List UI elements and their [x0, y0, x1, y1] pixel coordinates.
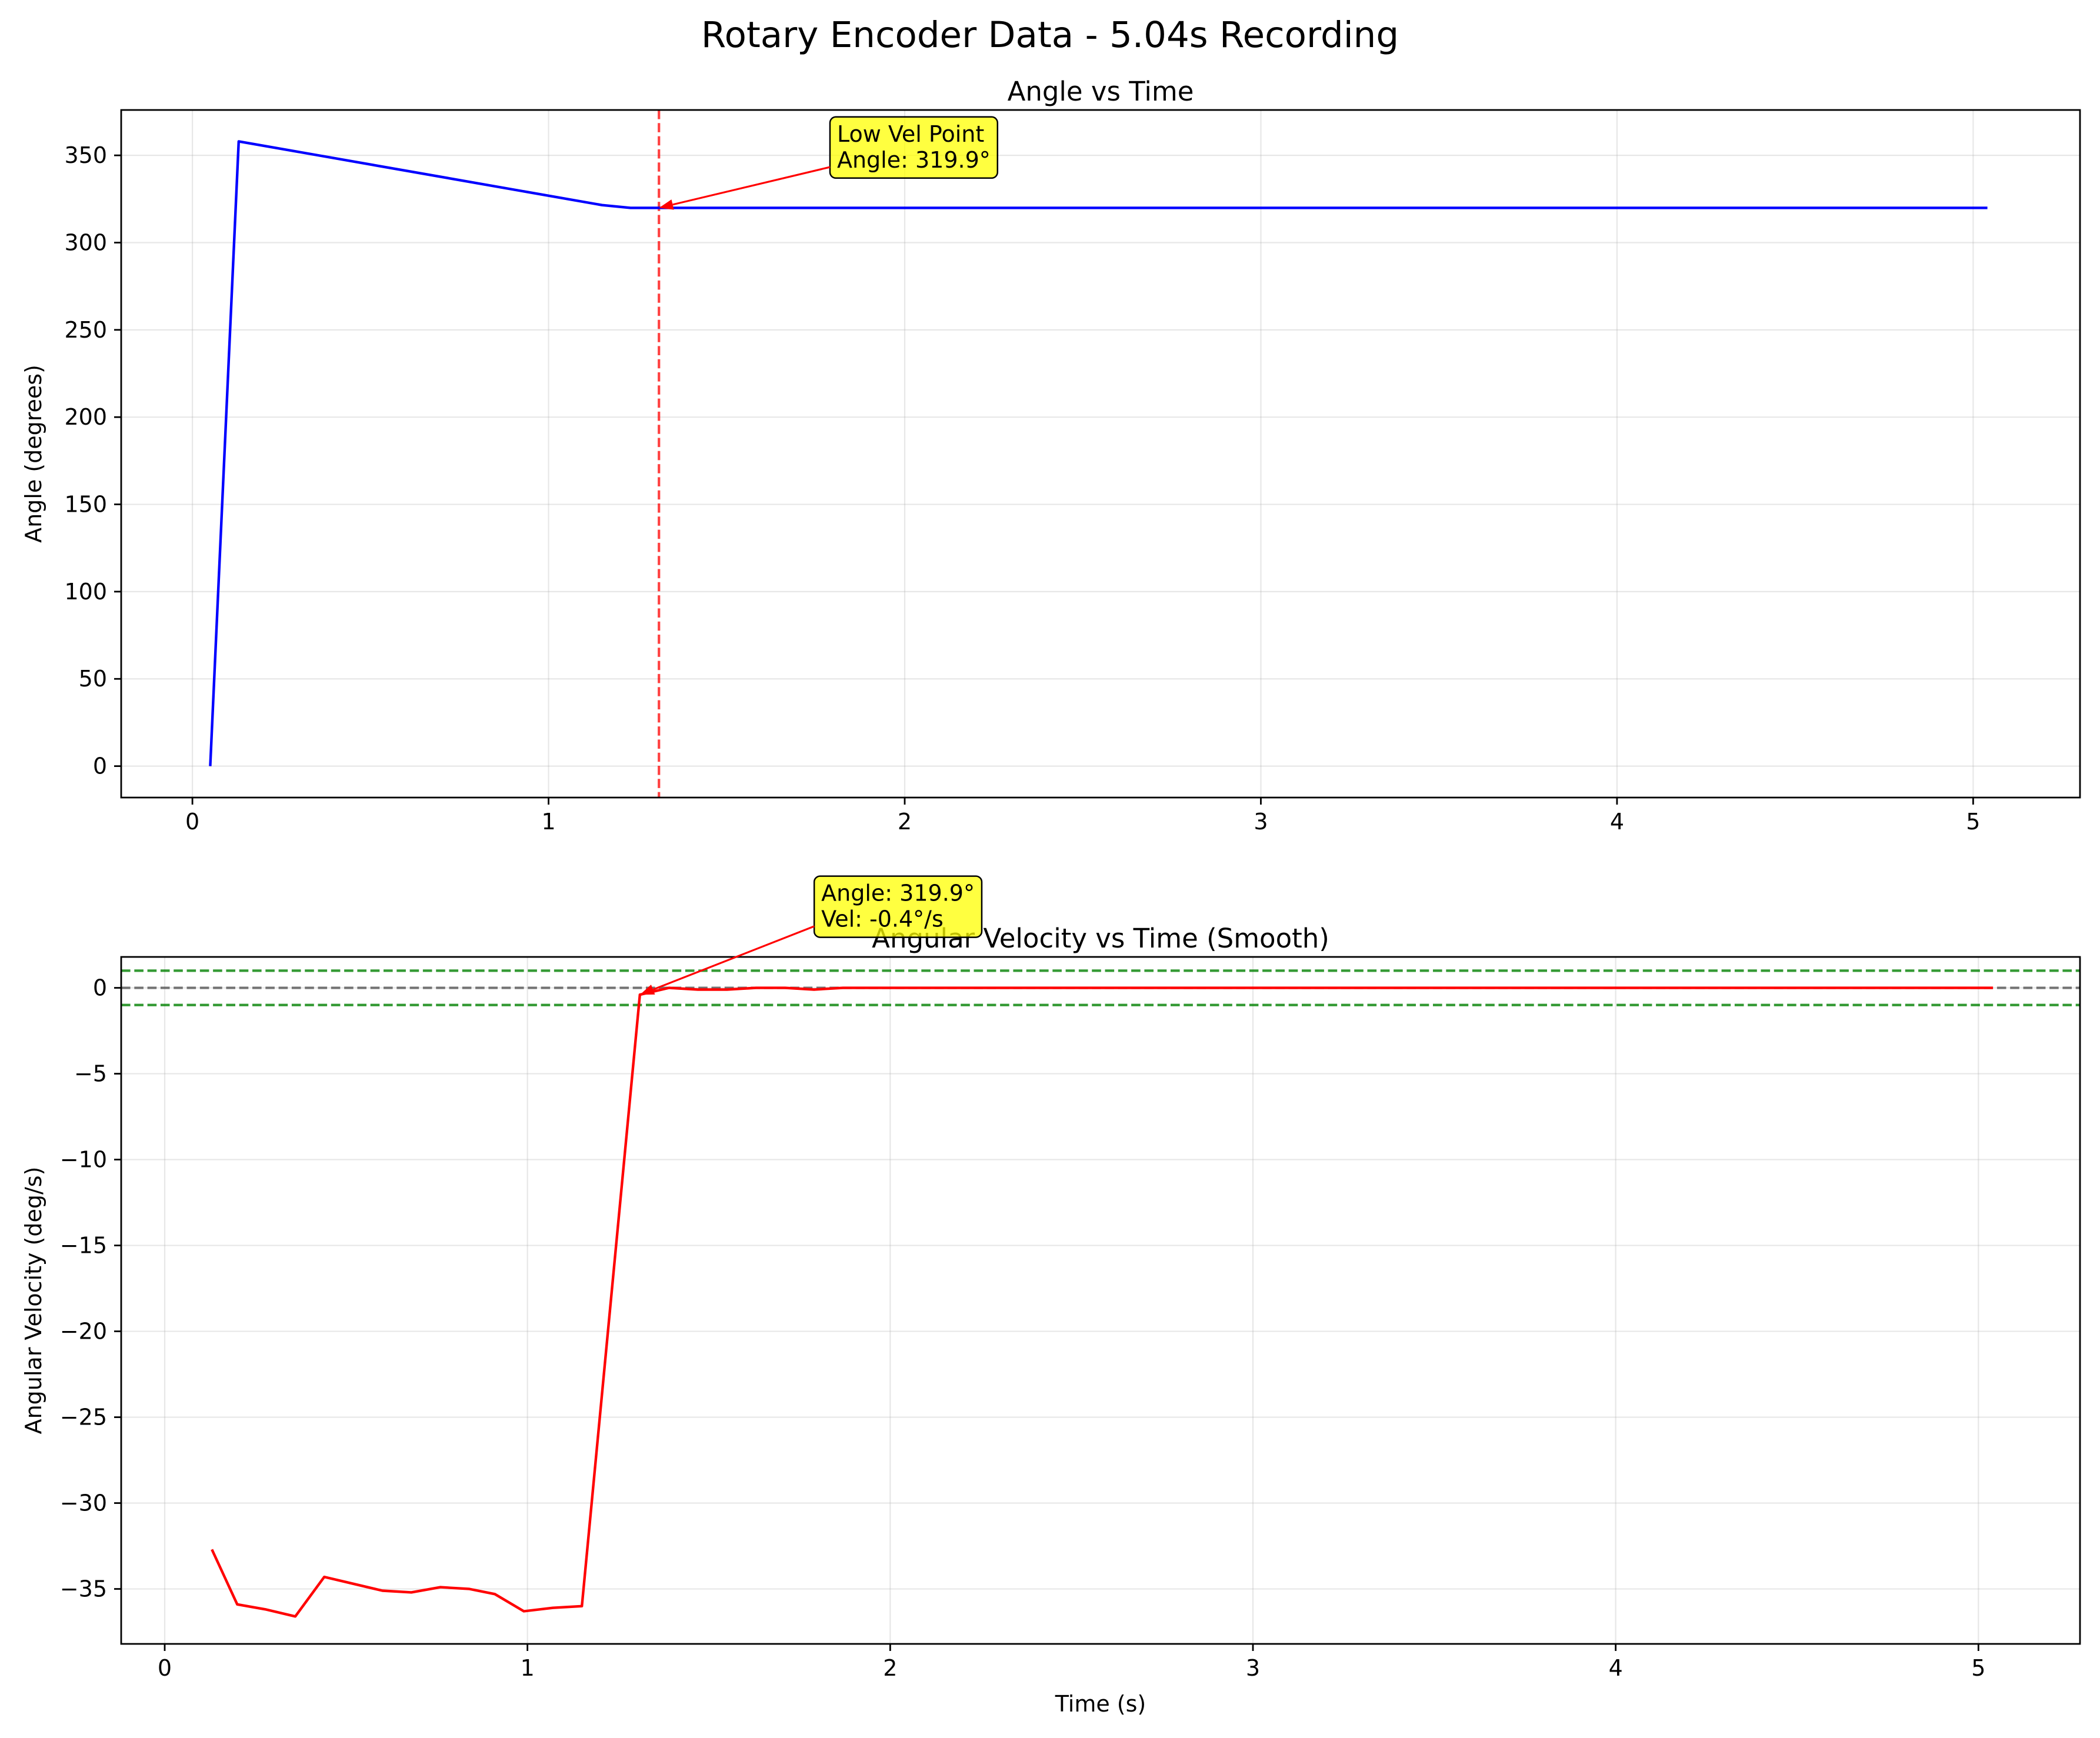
- x-tick-label: 4: [1610, 809, 1624, 835]
- y-tick-label: 350: [64, 142, 107, 168]
- angle-chart-series-line: [209, 140, 1988, 766]
- annotation-box: [813, 875, 983, 938]
- angle-chart-grid: [121, 110, 2080, 798]
- x-tick-label: 3: [1246, 1655, 1260, 1681]
- x-tick-label: 5: [1971, 1655, 1985, 1681]
- y-tick-label: −20: [60, 1319, 107, 1345]
- annotation-text: Vel: -0.4°/s: [821, 906, 944, 932]
- y-tick-label: −30: [60, 1490, 107, 1516]
- velocity-chart: Angular Velocity (deg/s) Time (s) 0 1 2 3 4 5…: [21, 875, 2081, 1717]
- angle-chart-frame: [120, 109, 2081, 799]
- y-tick-label: 200: [64, 404, 107, 430]
- angle-chart: Angle (degrees) 0 1 2 3 4 5050100150200250300…: [21, 76, 2081, 835]
- annotation-arrow-head: [639, 985, 655, 995]
- velocity-chart-ylabel: Angular Velocity (deg/s): [21, 1167, 46, 1435]
- annotation-arrow-line: [652, 925, 815, 990]
- x-tick-label: 2: [883, 1655, 897, 1681]
- y-tick-label: 150: [64, 492, 107, 518]
- x-tick-label: 5: [1966, 809, 1980, 835]
- y-tick-label: 50: [79, 666, 107, 692]
- y-tick-label: 0: [93, 753, 107, 779]
- x-tick-label: 3: [1254, 809, 1268, 835]
- velocity-chart-ticks: 0 1 2 3 4 5 0 −5 −10 −15 −20 −25 −30 −35: [60, 975, 1986, 1681]
- velocity-chart-series-line: [211, 986, 1993, 1618]
- x-tick-label: 4: [1609, 1655, 1623, 1681]
- y-tick-label: −5: [74, 1061, 107, 1087]
- velocity-chart-frame: [120, 956, 2081, 1645]
- annotation-arrow-line: [672, 166, 831, 206]
- annotation-text: Angle: 319.9°: [821, 880, 975, 906]
- x-tick-label: 2: [898, 809, 912, 835]
- x-tick-label: 0: [185, 809, 199, 835]
- x-tick-label: 1: [521, 1655, 535, 1681]
- y-tick-label: −25: [60, 1405, 107, 1430]
- velocity-chart-series-group: [211, 986, 1993, 1618]
- velocity-chart-grid: [121, 957, 2080, 1644]
- figure-title: Rotary Encoder Data - 5.04s Recording: [701, 14, 1399, 56]
- annotation-arrow-head: [659, 199, 674, 210]
- annotation-text: Angle: 319.9°: [837, 147, 991, 173]
- angle-chart-series-group: [209, 140, 1988, 766]
- x-tick-label: 0: [158, 1655, 172, 1681]
- angle-chart-title: Angle vs Time: [1008, 76, 1194, 107]
- x-tick-label: 1: [541, 809, 555, 835]
- y-tick-label: −35: [60, 1576, 107, 1602]
- velocity-chart-annotation: Angle: 319.9°Vel: -0.4°/s: [639, 875, 983, 995]
- y-tick-label: −10: [60, 1147, 107, 1173]
- y-tick-label: 300: [64, 229, 107, 255]
- y-tick-label: 250: [64, 317, 107, 343]
- y-tick-label: 0: [93, 975, 107, 1001]
- y-tick-label: −15: [60, 1233, 107, 1259]
- angle-chart-ylabel: Angle (degrees): [21, 365, 46, 543]
- y-tick-label: 100: [64, 579, 107, 605]
- velocity-chart-xlabel: Time (s): [1055, 1691, 1146, 1717]
- annotation-text: Low Vel Point: [837, 121, 984, 147]
- annotation-box: [829, 116, 999, 179]
